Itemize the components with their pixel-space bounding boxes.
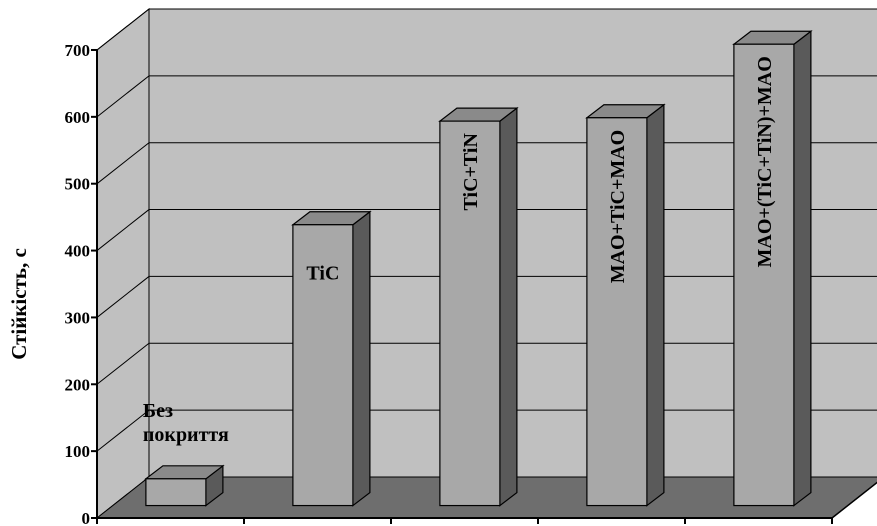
y-axis: 0 100 200 300 400 500 600 700 (65, 41, 98, 526)
gridline (96, 8, 877, 51)
bar-front (439, 120, 501, 507)
bar-label: Без покриття (143, 400, 229, 446)
bar-label: TiC (306, 263, 339, 285)
y-tick-label: 200 (65, 375, 91, 394)
y-tick-label: 500 (65, 175, 91, 194)
y-tick-label: 300 (65, 308, 91, 327)
bar-label-line: Без (143, 400, 173, 422)
side-wall (96, 7, 150, 520)
bar-side (352, 210, 371, 507)
bar: TiC (291, 210, 372, 507)
y-tick-label: 600 (65, 108, 91, 127)
y-tick-label: 0 (82, 509, 91, 526)
bar-front (292, 224, 354, 507)
bar: TiC+TiN (438, 106, 519, 507)
bar: Без покриття (143, 400, 229, 507)
bar-front (586, 117, 648, 507)
bars: Без покриття TiC TiC+TiN MAO+TiC+MAO MAO+(TiC… (143, 30, 813, 507)
y-axis-title: Стійкість, с (7, 248, 31, 360)
bar-label: MAO+(TiC+TiN)+MAO (754, 56, 776, 267)
y-tick-label: 400 (65, 242, 91, 261)
y-tick-label: 100 (65, 442, 91, 461)
bar-label: TiC+TiN (460, 133, 482, 211)
bar-side (499, 106, 518, 507)
bar-side (793, 30, 812, 507)
bar-label: MAO+TiC+MAO (607, 130, 629, 284)
bar: MAO+TiC+MAO (585, 103, 666, 507)
bar-side (646, 103, 665, 507)
bar-front (733, 43, 795, 507)
y-tick-label: 700 (65, 41, 91, 60)
floor-edge (831, 481, 877, 519)
x-axis (96, 481, 877, 524)
bar-label-line: покриття (143, 424, 229, 446)
bar: MAO+(TiC+TiN)+MAO (732, 30, 813, 507)
gridline (96, 75, 877, 118)
bar-front (145, 478, 207, 507)
